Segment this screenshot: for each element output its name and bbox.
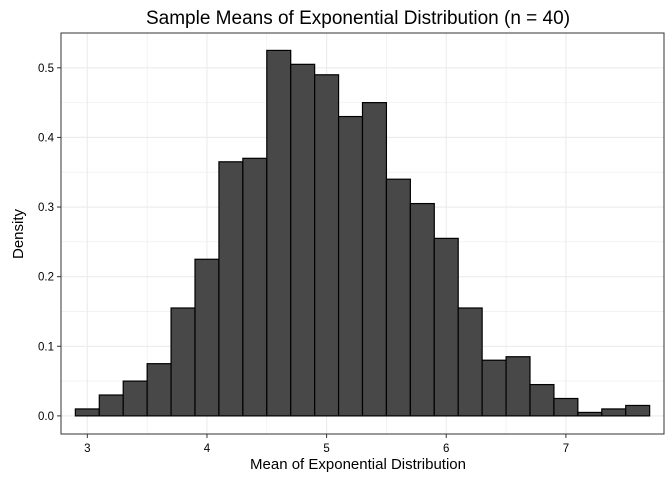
histogram-bar [266,49,292,417]
x-tick-label: 4 [204,443,211,455]
chart-title: Sample Means of Exponential Distribution… [146,8,570,29]
histogram-bar [98,394,124,417]
y-tick-label: 0.1 [38,341,54,353]
histogram-bar [314,74,340,417]
y-tick-label: 0.3 [38,202,54,214]
histogram-bar [146,363,172,417]
y-axis-title: Density [10,208,27,259]
histogram-bar [337,115,364,417]
histogram-bar [194,258,220,417]
histogram-bars [74,49,651,417]
histogram-bar [170,307,196,417]
histogram-bar [74,408,100,417]
histogram-bar [529,383,555,417]
histogram-bar [481,359,507,417]
histogram-bar [577,411,603,417]
histogram-bar [218,161,244,417]
y-tick-label: 0.2 [38,272,54,284]
x-tick-label: 6 [443,443,449,455]
y-tick-label: 0.5 [38,63,54,75]
histogram-bar [385,178,411,417]
histogram-bar [625,404,651,417]
histogram-bar [361,102,388,417]
histogram-bar [242,157,268,417]
x-tick-label: 5 [323,443,329,455]
histogram-bar [601,408,627,417]
x-axis-title: Mean of Exponential Distribution [250,456,466,473]
histogram-bar [553,397,579,417]
histogram-bar [290,63,316,417]
histogram-bar [409,202,435,417]
y-axis: 0.0 0.1 0.2 0.3 0.4 0.5 [38,63,61,423]
y-tick-label: 0.0 [38,411,54,423]
x-axis: 3 4 5 6 7 [84,434,569,455]
histogram-bar [122,380,148,417]
y-tick-label: 0.4 [38,132,55,144]
histogram-bar [505,356,531,417]
panel-border [60,32,665,435]
x-tick-label: 7 [563,443,569,455]
histogram-bar [457,307,483,417]
histogram-bar [433,237,459,417]
x-tick-label: 3 [84,443,90,455]
